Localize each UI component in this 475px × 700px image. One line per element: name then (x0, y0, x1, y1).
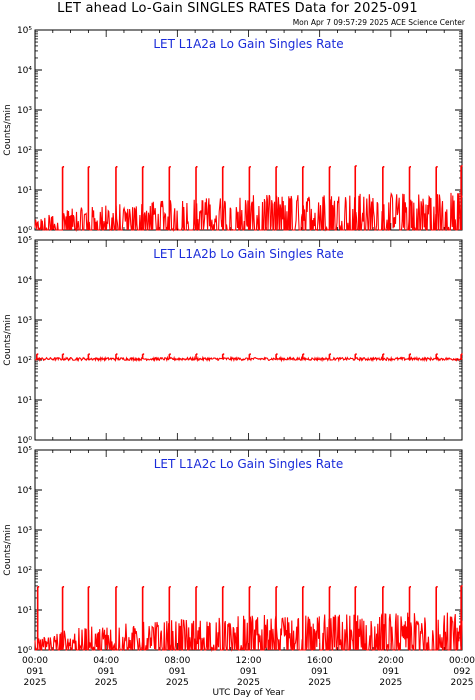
x-tick-doy: 091 (240, 667, 257, 677)
y-tick-label: 10¹ (17, 396, 32, 406)
y-tick-label: 10³ (17, 526, 32, 536)
y-tick-label: 10⁵ (17, 26, 32, 36)
panel-title: LET L1A2c Lo Gain Singles Rate (154, 457, 344, 471)
x-tick-time: 00:00 (22, 656, 48, 666)
x-tick-year: 2025 (95, 678, 118, 688)
panel-frame (34, 29, 463, 231)
y-tick-label: 10⁴ (17, 486, 32, 496)
page-title: LET ahead Lo-Gain SINGLES RATES Data for… (57, 1, 418, 16)
x-tick-doy: 092 (453, 667, 470, 677)
panel-1: 10⁰ 10¹ 10² 10³ 10⁴ 10⁵ Counts/min LET L1A2a Lo… (3, 26, 463, 236)
y-axis-label: Counts/min (3, 104, 13, 155)
y-tick-label: 10³ (17, 316, 32, 326)
x-tick-time: 20:00 (378, 656, 404, 666)
x-tick-year: 2025 (237, 678, 260, 688)
y-tick-label: 10² (17, 356, 32, 366)
x-tick-year: 2025 (24, 678, 47, 688)
y-tick-label: 10¹ (17, 186, 32, 196)
series-line (34, 355, 463, 363)
panel-3: 10⁰ 10¹ 10² 10³ 10⁴ 10⁵ Counts/min LET L1A2c Lo… (3, 446, 463, 656)
generation-timestamp: Mon Apr 7 09:57:29 2025 ACE Science Cent… (292, 18, 465, 27)
x-tick-time: 08:00 (164, 656, 190, 666)
y-tick-label: 10⁰ (17, 226, 32, 236)
y-tick-label: 10³ (17, 106, 32, 116)
x-tick-doy: 091 (382, 667, 399, 677)
y-tick-label: 10⁵ (17, 236, 32, 246)
y-axis-label: Counts/min (3, 314, 13, 365)
x-tick-time: 16:00 (307, 656, 333, 666)
y-tick-label: 10⁵ (17, 446, 32, 456)
x-tick-doy: 091 (26, 667, 43, 677)
x-tick-time: 00:00 (449, 656, 475, 666)
y-tick-label: 10⁴ (17, 66, 32, 76)
x-tick-year: 2025 (308, 678, 331, 688)
x-tick-time: 04:00 (93, 656, 119, 666)
x-axis-label: UTC Day of Year (213, 688, 285, 698)
y-tick-label: 10¹ (17, 606, 32, 616)
y-tick-label: 10⁴ (17, 276, 32, 286)
y-tick-label: 10⁰ (17, 436, 32, 446)
x-tick-year: 2025 (166, 678, 189, 688)
y-tick-label: 10⁰ (17, 646, 32, 656)
panel-title: LET L1A2a Lo Gain Singles Rate (153, 37, 343, 51)
panel-title: LET L1A2b Lo Gain Singles Rate (153, 247, 344, 261)
x-tick-year: 2025 (379, 678, 402, 688)
x-tick-time: 12:00 (236, 656, 262, 666)
y-axis-label: Counts/min (3, 524, 13, 575)
panel-frame (34, 239, 463, 441)
x-tick-doy: 091 (311, 667, 328, 677)
x-tick-year: 2025 (451, 678, 474, 688)
series-line (34, 612, 463, 652)
panel-2: 10⁰ 10¹ 10² 10³ 10⁴ 10⁵ Counts/min LET L1A2b Lo… (3, 236, 463, 446)
y-tick-label: 10² (17, 146, 32, 156)
x-tick-doy: 091 (98, 667, 115, 677)
x-tick-doy: 091 (169, 667, 186, 677)
series-line (34, 192, 463, 233)
y-tick-label: 10² (17, 566, 32, 576)
